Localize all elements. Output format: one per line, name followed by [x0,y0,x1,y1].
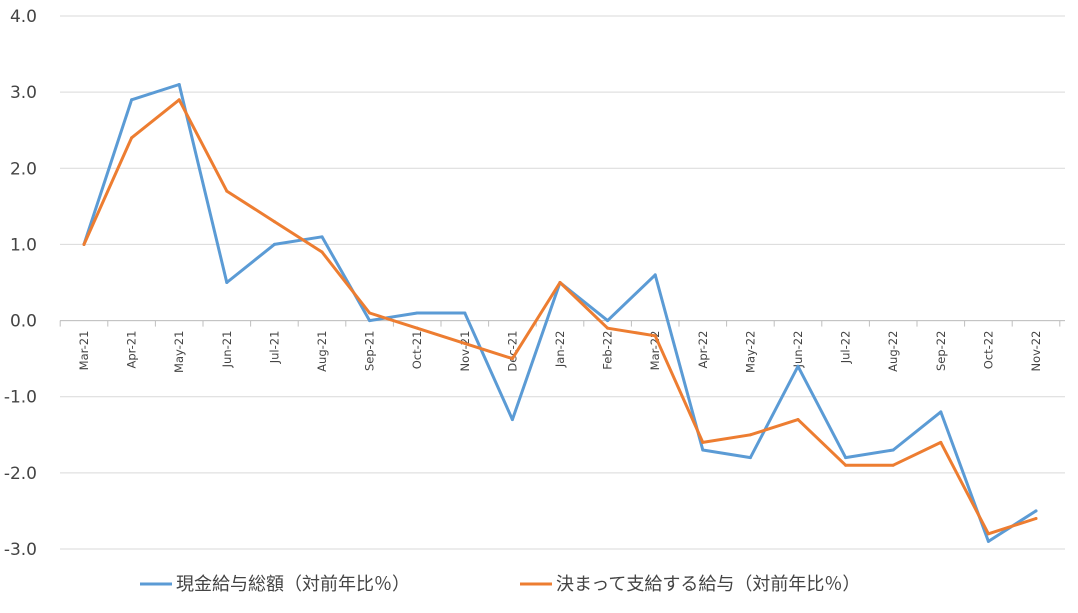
y-tick-label: 0.0 [10,312,37,332]
x-tick-label: Jul-22 [839,331,853,365]
x-tick-label: Jan-22 [553,331,567,369]
x-tick-label: Aug-21 [315,331,329,372]
data-point [510,418,514,422]
y-tick-label: 3.0 [10,83,37,103]
legend-label-2: 決まって支給する給与（対前年比％） [556,574,860,595]
data-point [1034,509,1038,513]
x-tick-label: Apr-21 [125,331,139,369]
x-tick-label: Feb-22 [601,331,615,370]
data-point [320,250,324,254]
x-tick-label: Sep-21 [363,331,377,371]
data-point [986,532,990,536]
x-tick-label: Aug-22 [886,331,900,372]
data-point [748,456,752,460]
data-point [558,281,562,284]
data-point [748,433,752,437]
x-tick-label: Dec-21 [505,331,519,372]
data-point [130,98,134,102]
data-point [939,410,943,414]
data-point [844,463,848,467]
data-point [1034,517,1038,521]
x-tick-label: Mar-21 [77,331,91,371]
data-point [368,311,372,315]
legend: 現金給与総額（対前年比％） 決まって支給する給与（対前年比％） [140,574,860,595]
series-lines [82,83,1038,543]
data-point [415,326,419,330]
data-point [701,440,705,444]
data-point [939,440,943,444]
data-point [844,456,848,460]
x-tick-label: Oct-22 [981,331,995,370]
y-axis: 4.0 3.0 2.0 1.0 0.0 -1.0 -2.0 -3.0 [4,7,37,560]
y-tick-label: 1.0 [10,235,37,255]
x-tick-label: Nov-22 [1029,331,1043,372]
data-point [368,319,372,323]
data-point [463,311,467,315]
data-point [986,539,990,543]
data-point [82,242,86,246]
data-point [796,418,800,422]
data-point [606,319,610,323]
series-line-2 [82,98,1038,536]
data-point [225,189,229,193]
data-point [463,341,467,345]
data-point [225,281,229,284]
data-point [891,448,895,452]
data-point [653,273,657,277]
x-tick-label: Apr-22 [696,331,710,369]
data-point [891,463,895,467]
x-tick-label: May-21 [172,331,186,373]
x-tick-label: Nov-21 [458,331,472,372]
data-point [130,136,134,140]
x-tick-label: Jul-21 [267,331,281,365]
data-point [796,364,800,368]
data-point [177,98,181,102]
x-tick-label: Oct-21 [410,331,424,370]
x-tick-label: Jun-22 [791,331,805,369]
x-axis: Mar-21 Apr-21 May-21 Jun-21 Jul-21 Aug-21 Sep-… [59,320,1065,373]
data-point [510,357,514,361]
data-point [653,334,657,338]
legend-label-1: 現金給与総額（対前年比％） [176,574,410,595]
data-point [177,83,181,87]
data-point [606,326,610,330]
y-tick-label: -1.0 [4,388,37,408]
x-tick-label: Sep-22 [934,331,948,371]
data-point [320,235,324,239]
data-point [415,311,419,315]
gridlines [60,15,1065,550]
data-point [272,242,276,246]
data-point [701,448,705,452]
y-tick-label: -2.0 [4,464,37,484]
x-tick-label: Jun-21 [220,331,234,369]
x-tick-label: May-22 [743,331,757,373]
y-tick-label: 4.0 [10,7,37,27]
y-tick-label: 2.0 [10,159,37,179]
data-point [272,220,276,224]
y-tick-label: -3.0 [4,540,37,560]
